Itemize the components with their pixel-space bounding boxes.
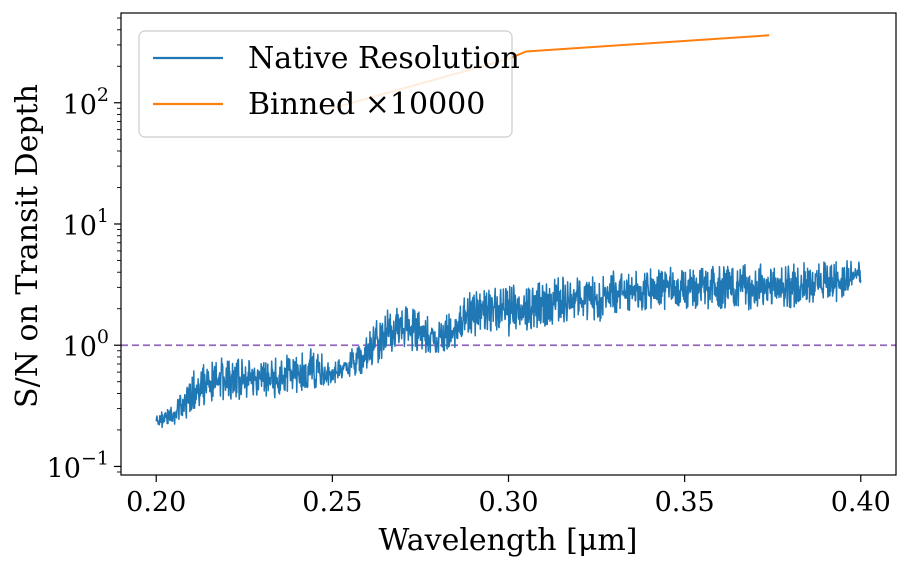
x-tick-label: 0.40	[831, 487, 891, 518]
series-native-resolution	[155, 259, 862, 429]
x-tick-label: 0.20	[126, 487, 186, 518]
plot-frame	[120, 12, 897, 476]
legend: Native Resolution Binned ×10000	[138, 30, 520, 138]
x-axis: 0.20 0.25 0.30 0.35 0.40	[126, 475, 891, 518]
x-tick-label: 0.30	[478, 487, 538, 518]
y-tick-label: 10−1	[47, 447, 109, 484]
y-axis: 10−1 100 101 102	[47, 17, 121, 484]
y-tick-label: 102	[63, 84, 109, 121]
y-axis-label: S/N on Transit Depth	[10, 84, 45, 408]
y-tick-label: 101	[63, 205, 109, 242]
legend-label-binned: Binned ×10000	[248, 87, 485, 122]
legend-label-native: Native Resolution	[248, 41, 520, 76]
x-tick-label: 0.35	[655, 487, 715, 518]
native-series-layer	[155, 259, 862, 429]
x-tick-label: 0.25	[302, 487, 362, 518]
y-tick-label: 100	[63, 326, 109, 363]
legend-box	[138, 30, 513, 138]
x-axis-label: Wavelength [μm]	[379, 523, 638, 558]
